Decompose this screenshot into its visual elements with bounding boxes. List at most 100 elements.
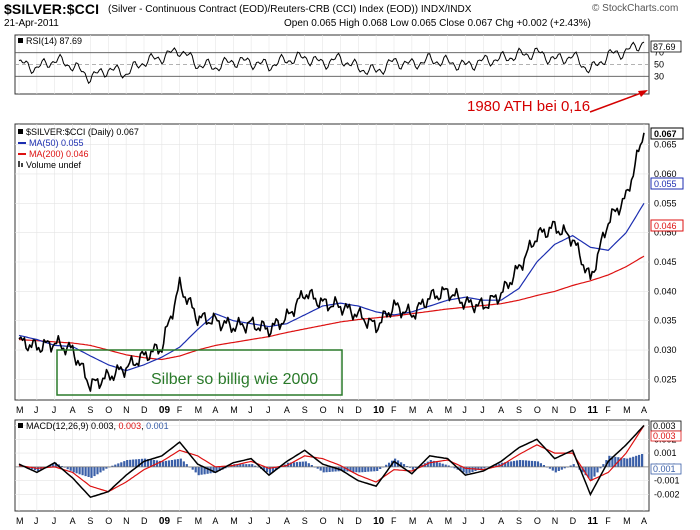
x-tick-label: J: [34, 516, 39, 526]
macd-hist-bar: [572, 464, 575, 467]
macd-hist-bar: [602, 464, 605, 467]
macd-hist-bar: [239, 464, 242, 467]
x-tick-label: S: [87, 516, 93, 526]
macd-tick: 0.001: [654, 448, 677, 458]
macd-hist-bar: [105, 466, 108, 469]
macd-hist-bar: [310, 465, 313, 467]
macd-hist-bar: [554, 466, 557, 473]
price-panel: 0.0250.0300.0350.0400.0450.0500.0550.060…: [14, 123, 684, 401]
x-tick-label: O: [105, 405, 112, 415]
macd-hist-bar: [51, 464, 54, 467]
x-tick-label: J: [248, 516, 253, 526]
macd-hist-bar: [587, 466, 590, 478]
x-tick-label: J: [266, 405, 271, 415]
macd-hist-bar: [542, 465, 545, 467]
stockcharts-brand[interactable]: © StockCharts.com: [592, 3, 679, 14]
macd-hist-bar: [69, 466, 72, 471]
macd-hist-bar: [36, 466, 40, 471]
x-tick-label: M: [409, 516, 417, 526]
ma200-last-box: [650, 219, 684, 232]
macd-hist-bar: [263, 466, 266, 471]
macd-hist-bar: [152, 460, 156, 467]
price-tick: 0.025: [654, 374, 677, 384]
x-tick-label: 11: [587, 516, 598, 527]
macd-hist-bar: [459, 466, 462, 471]
macd-hist-bar: [114, 464, 117, 467]
macd-hist-bar: [510, 461, 513, 467]
macd-hist-bar: [111, 465, 114, 467]
rsi-tick-50: 50: [654, 60, 664, 70]
price-tick: 0.045: [654, 257, 677, 267]
macd-hist-bar: [447, 465, 450, 467]
macd-hist-bar: [182, 461, 185, 467]
macd-hist-bar: [513, 460, 516, 467]
x-tick-label: 09: [159, 516, 171, 527]
x-tick-label: N: [123, 516, 130, 526]
x-tick-label: N: [123, 405, 130, 415]
price-last-box: [650, 127, 684, 140]
ma50-last-box: [650, 177, 684, 190]
x-tick-label: J: [34, 405, 39, 415]
macd-hist-bar: [322, 466, 325, 473]
macd-hist-bar: [355, 466, 358, 473]
ma200-line: [18, 255, 645, 361]
x-tick-label: J: [462, 516, 467, 526]
x-tick-label: A: [70, 516, 76, 526]
macd-hist-bar: [176, 459, 179, 467]
x-tick-label: A: [498, 405, 504, 415]
macd-hist-bar: [560, 466, 563, 470]
macd-tick: -0.001: [654, 476, 680, 486]
macd-hist-bar: [632, 456, 635, 467]
macd-hist-bar: [307, 463, 310, 467]
x-tick-label: J: [248, 405, 253, 415]
macd-hist-bar: [516, 460, 519, 467]
macd-hist-bar: [539, 463, 542, 467]
macd-hist-bar: [84, 466, 87, 477]
macd-hist-bar: [343, 466, 346, 472]
macd-hist-bar: [102, 466, 105, 471]
macd-hist-bar: [78, 466, 81, 475]
x-axis-price: M J J A S O N D 09 F M A M J J A S O N D 10 F M A M J J A S O N D 11 F M A: [16, 405, 647, 416]
macd-hist-bar: [465, 466, 468, 474]
macd-title-main: MACD(12,26,9) 0.003,: [26, 421, 119, 431]
macd-hist-bar: [530, 460, 534, 467]
x-tick-label: F: [391, 516, 397, 526]
cheap-annotation: Silber so billig wie 2000: [151, 371, 318, 388]
price-grid: [15, 124, 649, 400]
rsi-legend: RSI(14) 87.69: [18, 36, 82, 46]
macd-hist-bar: [298, 461, 301, 467]
macd-hist-bar: [441, 463, 444, 467]
x-tick-label: S: [516, 516, 522, 526]
macd-hist-bar: [158, 460, 162, 467]
macd-hist-bar: [144, 458, 147, 467]
ath-arrow: [589, 90, 648, 113]
x-tick-label: N: [337, 405, 344, 415]
price-tick: 0.065: [654, 140, 677, 150]
rsi-line: [18, 41, 645, 85]
macd-hist-bar: [218, 466, 221, 471]
macd-hist-bar: [191, 466, 194, 470]
x-tick-label: M: [445, 405, 453, 415]
macd-hist-bar: [432, 460, 435, 467]
x-tick-label: A: [641, 516, 647, 526]
macd-hist-bar: [641, 454, 644, 467]
macd-hist-bar: [203, 466, 206, 475]
x-tick-label: M: [16, 516, 24, 526]
macd-hist-bar: [367, 466, 370, 472]
macd-histogram: [19, 454, 644, 481]
macd-hist-bar: [611, 456, 614, 467]
x-tick-label: M: [409, 405, 417, 415]
ma50-legend: MA(50) 0.055: [29, 138, 84, 148]
macd-hist-bar: [623, 458, 626, 467]
rsi-tick-70: 70: [654, 48, 664, 58]
macd-hist-bar: [295, 462, 298, 467]
macd-hist-bar: [132, 459, 135, 467]
x-axis-macd: M J J A S O N D 09 F M A M J J A S O N D 10 F M A M J J A S O N D 11 F M A: [16, 516, 647, 527]
macd-hist-bar: [54, 462, 57, 467]
macd-hist-bar: [593, 466, 596, 477]
x-tick-label: D: [141, 516, 148, 526]
macd-hist-bar: [435, 461, 438, 467]
macd-frame: [14, 419, 650, 512]
macd-right-label-2: 0.003: [653, 431, 676, 441]
